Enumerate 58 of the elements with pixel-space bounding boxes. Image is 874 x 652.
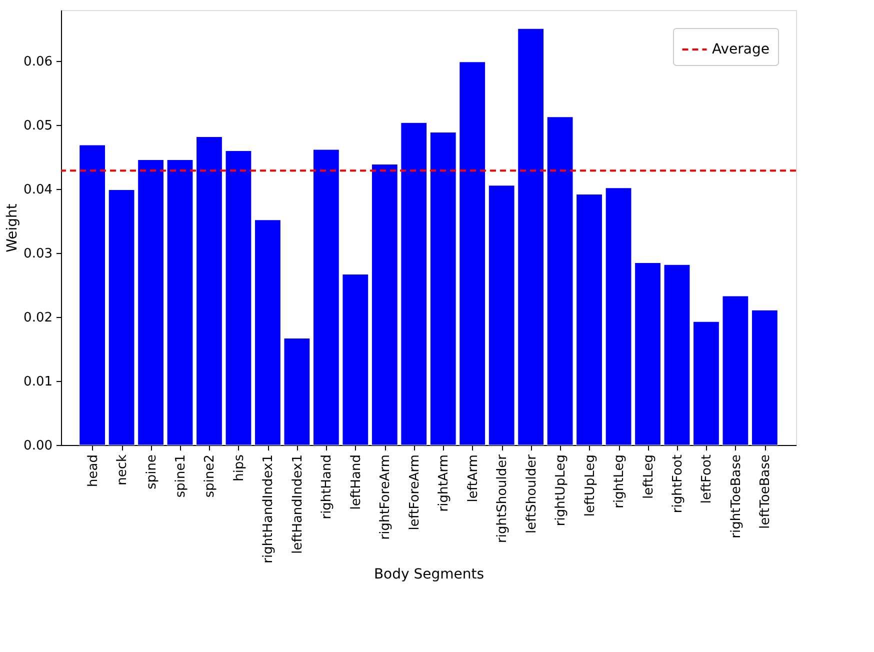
bar (284, 338, 310, 446)
bar (342, 274, 369, 446)
bar (79, 144, 106, 446)
x-tick-label: leftHandIndex1 (290, 454, 306, 554)
y-tick-label: 0.01 (24, 374, 52, 390)
x-tick-label: rightLeg (612, 454, 628, 508)
y-axis-title: Weight (4, 203, 21, 252)
bar (518, 28, 544, 446)
x-tick-label: rightShoulder (495, 454, 510, 543)
x-axis-title: Body Segments (374, 566, 484, 582)
legend-label: Average (712, 42, 770, 58)
y-tick-label: 0.04 (24, 182, 52, 198)
x-tick-label: leftLeg (641, 454, 656, 499)
x-tick-label: hips (232, 454, 247, 482)
x-tick-label: leftFoot (700, 454, 715, 504)
bar (488, 184, 515, 446)
bar (108, 189, 135, 446)
y-tick-label: 0.05 (24, 118, 52, 134)
x-tick-label: neck (115, 454, 130, 486)
bar (692, 321, 720, 446)
bar (371, 164, 398, 446)
x-tick-label: leftShoulder (524, 454, 540, 534)
x-tick-label: leftForeArm (407, 454, 422, 530)
x-tick-label: leftArm (466, 454, 481, 502)
bar (430, 132, 456, 446)
bar (722, 296, 749, 446)
bar (664, 264, 690, 446)
x-tick-label: spine (144, 454, 160, 490)
x-tick-label: rightHand (320, 454, 335, 520)
x-tick-label: rightHandIndex1 (261, 454, 276, 564)
bar (166, 159, 194, 446)
y-tick-label: 0.02 (24, 310, 52, 326)
x-tick-label: rightArm (436, 454, 452, 512)
bar (225, 150, 252, 446)
x-tick-label: leftHand (348, 454, 364, 510)
bar (254, 220, 282, 446)
bar (751, 310, 778, 446)
bar (605, 188, 632, 446)
bar (312, 149, 340, 446)
x-tick-label: leftUpLeg (582, 454, 598, 517)
bar (400, 122, 428, 446)
bar (137, 159, 164, 446)
y-tick-label: 0.00 (24, 438, 52, 454)
y-tick-label: 0.03 (24, 246, 52, 262)
x-tick-label: leftToeBase (758, 454, 774, 529)
bar (459, 62, 486, 446)
y-tick-label: 0.06 (24, 54, 52, 70)
x-tick-label: spine2 (202, 454, 218, 498)
x-tick-label: rightUpLeg (554, 454, 569, 526)
x-tick-label: spine1 (174, 454, 189, 498)
x-tick-label: rightFoot (670, 454, 686, 514)
bar (196, 136, 223, 446)
bar (546, 116, 574, 446)
x-tick-label: rightToeBase (728, 454, 744, 538)
x-tick-label: head (86, 454, 101, 487)
x-tick-label: rightForeArm (378, 454, 394, 540)
bar (576, 194, 603, 446)
bar (634, 262, 662, 446)
